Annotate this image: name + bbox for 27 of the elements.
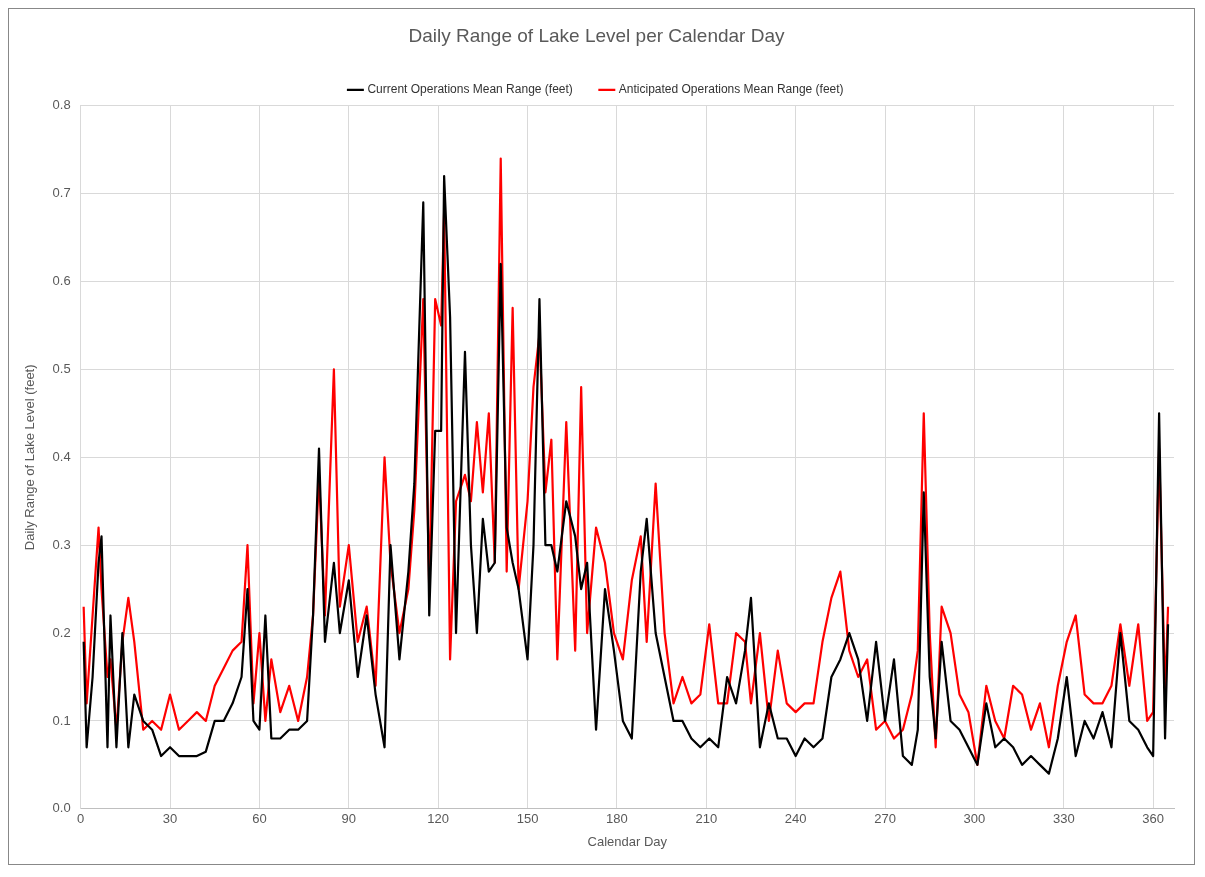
y-tick-label: 0.0: [52, 800, 71, 816]
y-axis-title: Daily Range of Lake Level (feet): [22, 364, 38, 551]
y-tick-label: 0.2: [52, 624, 71, 640]
legend-label: Anticipated Operations Mean Range (feet): [618, 82, 844, 97]
x-axis-title: Calendar Day: [587, 833, 668, 849]
chart-title: Daily Range of Lake Level per Calendar Day: [408, 24, 785, 46]
x-tick-label: 30: [162, 811, 178, 827]
x-tick-label: 300: [963, 811, 986, 827]
y-tick-label: 0.8: [52, 97, 71, 113]
y-tick-label: 0.6: [52, 273, 71, 289]
x-tick-label: 330: [1052, 811, 1075, 827]
y-tick-label: 0.5: [52, 361, 71, 376]
x-tick-label: 120: [427, 811, 450, 827]
x-tick-label: 180: [606, 811, 628, 827]
y-tick-label: 0.3: [52, 536, 71, 552]
y-tick-label: 0.4: [52, 448, 71, 464]
x-tick-label: 270: [874, 811, 896, 827]
x-tick-label: 0: [77, 811, 85, 827]
x-tick-label: 240: [784, 811, 807, 827]
legend-label: Current Operations Mean Range (feet): [367, 82, 573, 97]
x-tick-label: 90: [341, 811, 357, 827]
x-tick-label: 150: [516, 811, 539, 827]
x-tick-label: 60: [252, 811, 267, 827]
x-tick-label: 360: [1142, 811, 1164, 827]
x-tick-label: 210: [695, 811, 718, 827]
y-tick-label: 0.1: [52, 712, 71, 728]
y-tick-label: 0.7: [52, 185, 71, 201]
